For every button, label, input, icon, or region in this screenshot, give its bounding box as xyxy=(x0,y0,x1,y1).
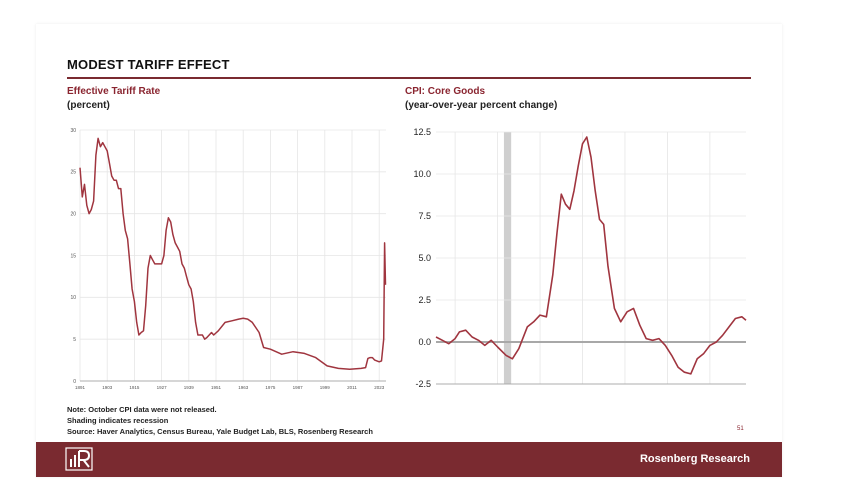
y-tick-label: 12.5 xyxy=(413,127,431,137)
source-line: Source: Haver Analytics, Census Bureau, … xyxy=(67,427,373,436)
title-divider xyxy=(67,77,751,79)
x-tick-label: 1987 xyxy=(293,385,304,390)
x-tick-label: 1963 xyxy=(238,385,249,390)
page-title: MODEST TARIFF EFFECT xyxy=(67,57,230,72)
notes: Note: October CPI data were not released… xyxy=(67,404,373,437)
y-tick-label: 15 xyxy=(70,253,76,259)
y-tick-label: -2.5 xyxy=(415,379,431,389)
y-tick-label: 0 xyxy=(73,379,76,385)
note-line: Note: October CPI data were not released… xyxy=(67,405,217,414)
series-line xyxy=(435,136,747,375)
tariff-rate-chart: 0 5 10 15 20 25 30 1891 1903 1915 1927 1939 1951 1963… xyxy=(70,127,747,390)
page-number: 51 xyxy=(737,426,744,432)
y-tick-label: 7.5 xyxy=(418,211,431,221)
x-tick-label: 1999 xyxy=(320,385,331,390)
rosenberg-logo-icon xyxy=(65,447,93,471)
x-tick-label: 1975 xyxy=(265,385,276,390)
x-tick-label: 1903 xyxy=(102,385,113,390)
x-tick-label: 2023 xyxy=(374,385,385,390)
slide: MODEST TARIFF EFFECT Effective Tariff Ra… xyxy=(36,24,782,477)
x-tick-label: 1927 xyxy=(157,385,168,390)
y-tick-label: 25 xyxy=(70,170,76,176)
right-chart-title: CPI: Core Goods xyxy=(405,86,486,97)
y-tick-label: 10.0 xyxy=(413,169,431,179)
y-tick-label: 0.0 xyxy=(418,337,431,347)
series-line xyxy=(79,137,387,371)
y-tick-label: 10 xyxy=(70,295,76,301)
left-chart-title: Effective Tariff Rate xyxy=(67,86,161,97)
x-tick-label: 1939 xyxy=(184,385,195,390)
y-tick-label: 20 xyxy=(70,211,76,217)
note-line: Shading indicates recession xyxy=(67,416,169,425)
left-chart-unit: (percent) xyxy=(67,100,110,111)
x-tick-label: 1891 xyxy=(75,385,86,390)
x-tick-label: 2011 xyxy=(347,385,357,390)
footer-brand: Rosenberg Research xyxy=(639,453,750,465)
right-chart-unit: (year-over-year percent change) xyxy=(405,100,558,111)
y-tick-label: 2.5 xyxy=(418,295,431,305)
footer-bar: Rosenberg Research xyxy=(36,442,782,477)
x-tick-label: 1915 xyxy=(129,385,140,390)
x-tick-label: 1951 xyxy=(211,385,222,390)
y-tick-label: 5 xyxy=(73,337,76,343)
y-tick-label: 5.0 xyxy=(418,253,431,263)
y-tick-label: 30 xyxy=(70,128,76,134)
